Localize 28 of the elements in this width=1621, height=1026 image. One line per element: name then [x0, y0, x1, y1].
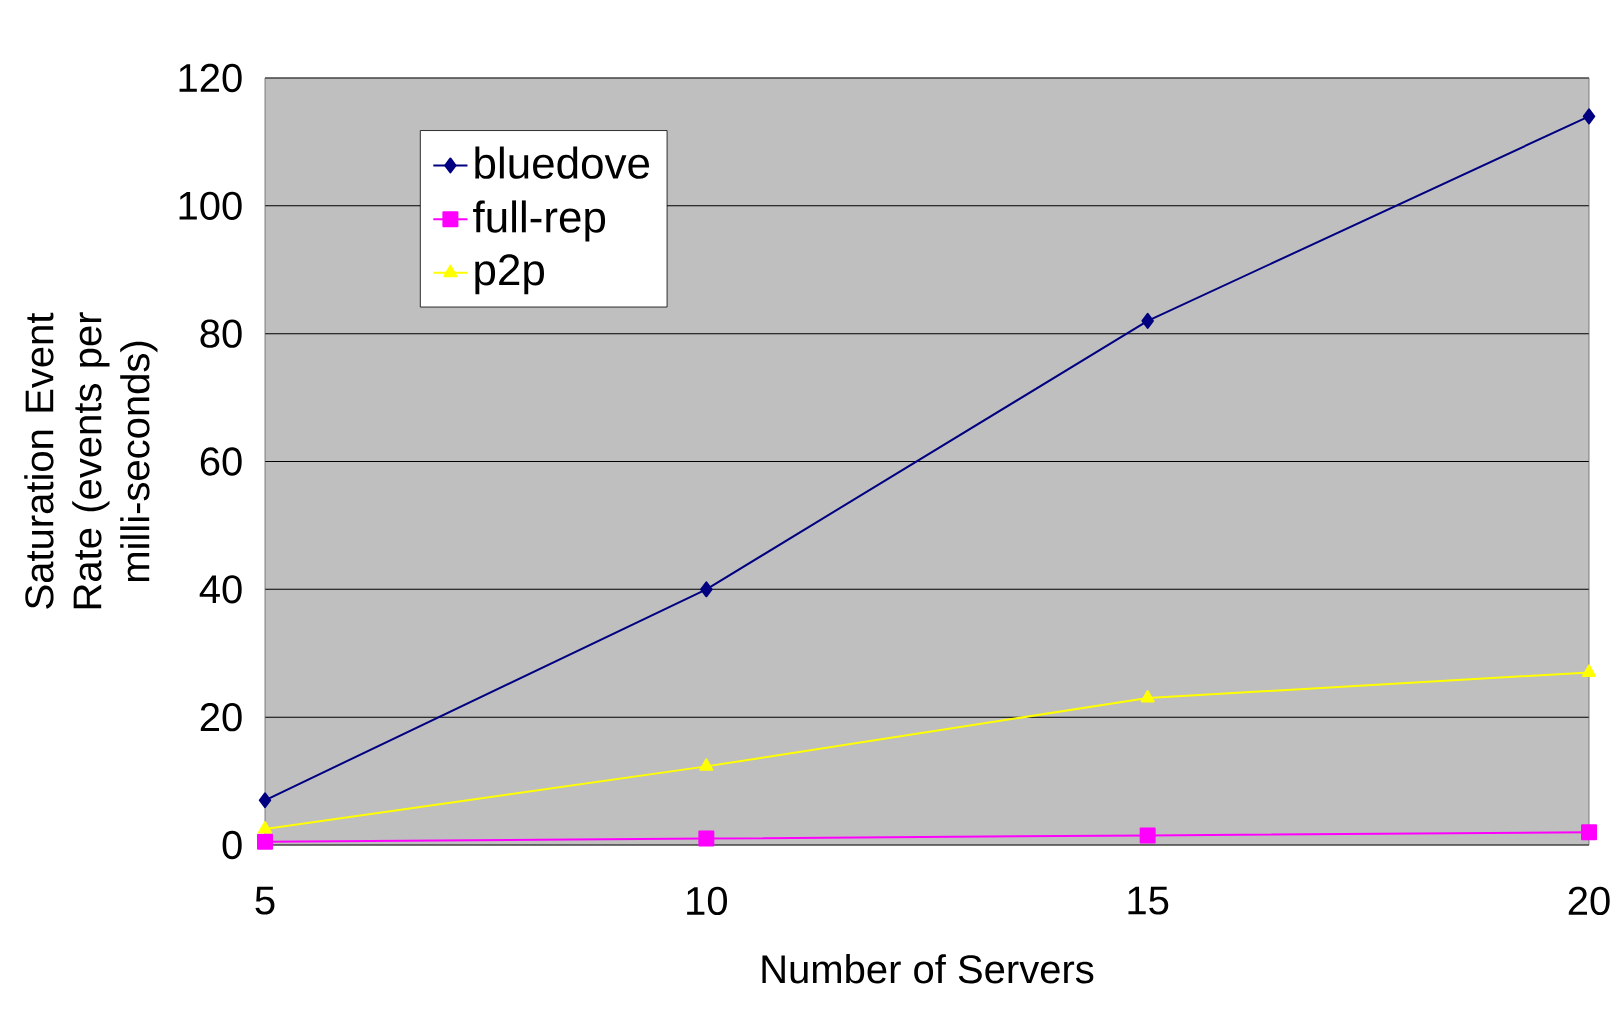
x-tick-label: 15	[1128, 886, 1169, 915]
y-tick-label: 80	[200, 319, 242, 348]
point	[700, 581, 713, 598]
point	[1581, 824, 1598, 841]
y-tick-label: 120	[179, 63, 242, 93]
y-tick-label: 100	[179, 191, 242, 220]
legend-label: bluedove	[475, 146, 650, 179]
point	[1139, 827, 1156, 844]
y-axis-title: Saturation Event Rate (events per milli-seconds)	[24, 312, 158, 609]
legend-label: full-rep	[473, 200, 606, 242]
y-tick-label: 0	[222, 830, 242, 860]
x-tick-label: 10	[687, 886, 728, 916]
point	[258, 792, 272, 809]
point	[1140, 689, 1155, 703]
y-tick-label: 60	[200, 447, 242, 476]
x-tick-label: 5	[255, 886, 275, 915]
point	[257, 821, 273, 834]
x-tick-label: 20	[1568, 886, 1610, 916]
y-tick-label: 40	[199, 575, 242, 604]
legend-label: p2p	[475, 254, 545, 295]
point	[1141, 312, 1154, 329]
y-tick-label: 20	[200, 703, 242, 732]
point	[1582, 108, 1596, 125]
point	[1581, 664, 1597, 677]
point	[698, 830, 715, 847]
point	[257, 833, 274, 850]
point	[699, 758, 714, 771]
x-axis-title: Number of Servers	[762, 954, 1094, 984]
